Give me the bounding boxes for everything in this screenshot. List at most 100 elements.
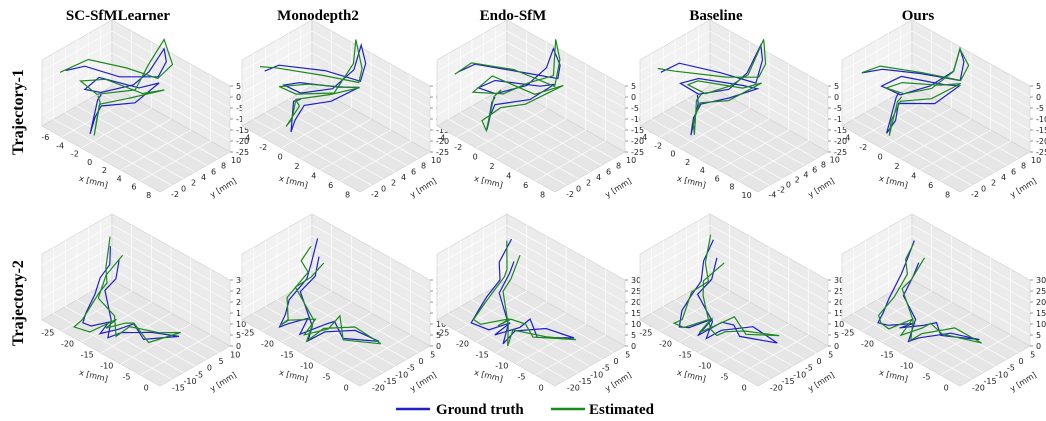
z-tick-label: 20: [631, 298, 641, 307]
y-tick-label: 0: [981, 184, 986, 193]
z-tick-label: 30: [631, 276, 641, 285]
column-title: Baseline: [689, 8, 743, 24]
z-tick-label: -10: [631, 115, 644, 124]
grid-line: [495, 53, 567, 160]
y-tick-label: 5: [625, 350, 630, 359]
column-title: Monodepth2: [277, 8, 359, 24]
z-tick-label: -20: [1036, 137, 1046, 146]
y-tick-label: -5: [195, 370, 203, 379]
x-tick-label: -25: [639, 329, 652, 338]
x-tick-label: 4: [117, 174, 122, 183]
y-tick-label: 8: [221, 162, 226, 171]
x-tick-label: -15: [476, 351, 489, 360]
y-tick-label: 8: [821, 161, 826, 170]
x-tick-label: 6: [131, 183, 136, 192]
row-titles: Trajectory-1 Trajectory-2: [10, 69, 27, 346]
x-tick-label: 2: [489, 162, 494, 171]
y-axis-label: y [mm]: [208, 370, 237, 393]
x-tick-label: -15: [281, 351, 294, 360]
z-tick-label: 30: [236, 276, 246, 285]
z-tick-label: 0: [1036, 342, 1041, 351]
y-tick-label: -15: [984, 377, 997, 386]
x-tick-label: -20: [261, 340, 274, 349]
z-tick-label: -15: [236, 126, 249, 135]
z-tick-label: 30: [1036, 276, 1046, 285]
x-tick-label: -25: [241, 329, 254, 338]
z-tick-label: -25: [834, 148, 847, 157]
grid-line: [920, 258, 992, 365]
x-tick-label: -25: [41, 329, 54, 338]
x-tick-label: 6: [715, 174, 720, 183]
grid-line: [241, 268, 431, 336]
y-tick-label: -20: [372, 384, 385, 393]
grid-line: [697, 26, 817, 160]
x-tick-label: 8: [345, 190, 350, 199]
x-tick-label: 0: [670, 150, 675, 159]
z-tick-label: -15: [631, 126, 644, 135]
grid-line: [841, 74, 1031, 142]
ground-truth-trajectory: [65, 47, 167, 135]
panel-3d-plot: 302520151050z [mm]-25-20-15-10-50x [mm]-…: [841, 213, 1046, 393]
y-tick-label: 4: [596, 173, 601, 182]
z-tick-label: -20: [236, 137, 249, 146]
estimated-trajectory: [877, 242, 982, 344]
x-tick-label: -20: [861, 340, 874, 349]
x-tick-label: 0: [144, 384, 149, 393]
y-tick-label: 10: [431, 156, 441, 165]
grid-line: [300, 53, 372, 160]
y-tick-label: -10: [184, 377, 197, 386]
x-tick-label: -10: [900, 362, 913, 371]
grid-line: [900, 247, 972, 354]
y-tick-label: 8: [616, 162, 621, 171]
grid-line: [841, 268, 1031, 336]
z-tick-label: -5: [834, 104, 842, 113]
grid-line: [686, 227, 805, 360]
grid-line: [698, 247, 770, 354]
x-tick-label: -6: [41, 133, 49, 142]
y-tick-label: -10: [995, 370, 1008, 379]
y-tick-label: 2: [391, 179, 396, 188]
grid-line: [320, 64, 392, 171]
x-tick-label: 6: [523, 181, 528, 190]
x-tick-label: 2: [102, 166, 107, 175]
panel-3d-plot: 302520151050z [mm]-25-20-15-10-50x [mm]-…: [241, 213, 462, 393]
z-tick-label: 25: [631, 287, 641, 296]
z-tick-label: 10: [834, 320, 844, 329]
y-tick-label: 0: [576, 184, 581, 193]
z-tick-label: 0: [436, 342, 441, 351]
z-tick-label: -15: [834, 126, 847, 135]
y-tick-label: 10: [626, 156, 636, 165]
x-tick-label: -15: [679, 351, 692, 360]
x-tick-label: -20: [659, 340, 672, 349]
x-tick-label: -10: [495, 362, 508, 371]
x-tick-label: 4: [311, 171, 316, 180]
x-tick-label: 0: [878, 153, 883, 162]
z-tick-label: 0: [236, 342, 241, 351]
y-tick-label: 6: [812, 166, 817, 175]
grid-line: [288, 227, 407, 360]
z-tick-label: 5: [1036, 331, 1041, 340]
y-tick-label: 4: [401, 173, 406, 182]
y-axis-label: y [mm]: [208, 176, 237, 199]
y-tick-label: -15: [579, 377, 592, 386]
x-axis-label: x [mm]: [78, 174, 108, 190]
x-axis-label: x [mm]: [473, 174, 503, 190]
x-tick-label: -15: [881, 351, 894, 360]
grid-line: [738, 269, 809, 376]
x-tick-label: -10: [100, 362, 113, 371]
y-tick-label: -10: [395, 370, 408, 379]
x-tick-label: -10: [300, 362, 313, 371]
grid-line: [300, 247, 372, 354]
legend-label-estimated: Estimated: [589, 402, 655, 418]
y-tick-label: -20: [972, 384, 985, 393]
z-tick-label: 15: [834, 309, 844, 318]
x-tick-label: -4: [842, 134, 850, 143]
z-tick-label: 25: [1036, 287, 1046, 296]
y-tick-label: 4: [803, 171, 808, 180]
grid-line: [340, 75, 411, 182]
grid-line: [494, 26, 614, 160]
y-tick-label: -10: [590, 370, 603, 379]
